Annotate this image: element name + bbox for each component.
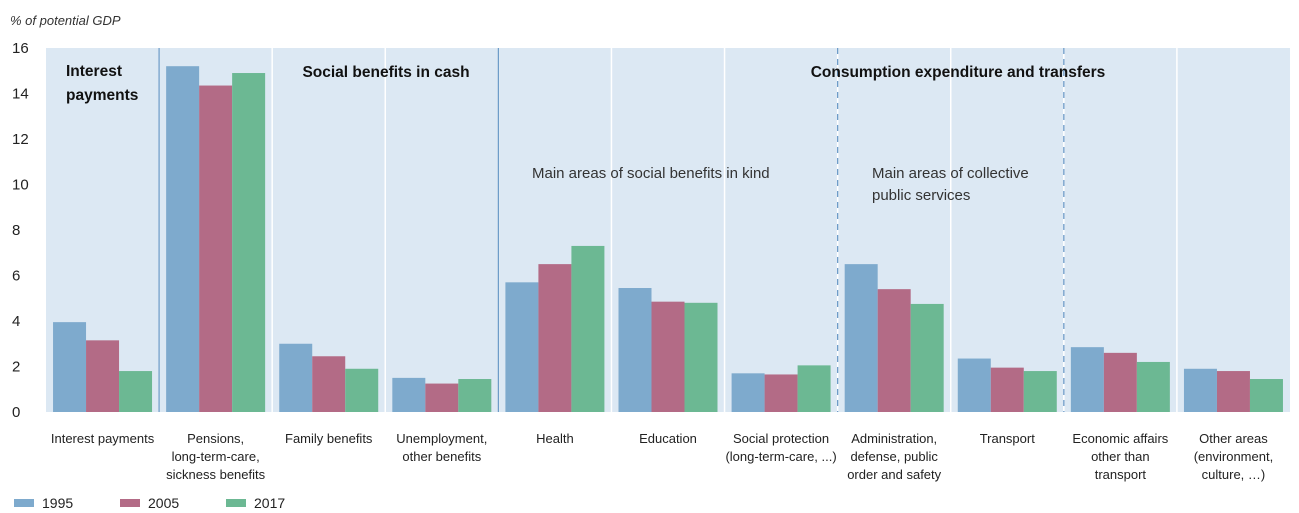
x-tick-label: Education (639, 431, 697, 446)
x-tick-label: Social protection (long-term-care, ...) (725, 431, 836, 464)
x-tick-label: Family benefits (285, 431, 373, 446)
bar-2005 (425, 383, 459, 412)
x-tick-label: Interest payments (51, 431, 155, 446)
legend-label-1995: 1995 (42, 495, 74, 511)
bar-2017 (684, 302, 718, 412)
bar-1995 (618, 288, 652, 412)
legend: 1995 2005 2017 (14, 495, 332, 511)
bar-1995 (731, 373, 765, 412)
bar-1995 (1070, 347, 1104, 412)
bar-2005 (990, 367, 1024, 412)
bar-2017 (910, 303, 944, 412)
annotation: Main areas of social benefits in kind (532, 165, 770, 182)
bar-1995 (1183, 368, 1217, 412)
y-tick-label: 4 (12, 313, 20, 330)
legend-swatch-2005 (120, 499, 140, 507)
bar-2017 (119, 371, 153, 412)
bar-chart: 0 2 4 6 8 10 12 14 16 Interest payments Pensions, l… (12, 40, 1290, 482)
x-tick-label: Unemployment, other benefits (396, 431, 487, 464)
bar-2005 (86, 340, 120, 412)
y-tick-label: 12 (12, 131, 29, 148)
legend-swatch-1995 (14, 499, 34, 507)
bar-2005 (764, 374, 798, 412)
bar-2017 (1023, 371, 1057, 412)
bar-2005 (877, 289, 911, 412)
annotation: Main areas of collective public services (872, 165, 1029, 204)
legend-label-2005: 2005 (148, 495, 180, 511)
bar-2017 (571, 245, 605, 412)
bar-1995 (844, 264, 878, 412)
y-tick-label: 6 (12, 268, 20, 285)
bar-1995 (957, 358, 991, 412)
bar-2005 (651, 301, 685, 412)
bar-2005 (538, 264, 572, 412)
y-tick-label: 16 (12, 40, 29, 57)
y-tick-label: 10 (12, 177, 29, 194)
bar-2017 (1136, 361, 1170, 412)
x-tick-label: Other areas (environment, culture, …) (1194, 431, 1273, 482)
y-tick-label: 8 (12, 222, 20, 239)
group-title: Social benefits in cash (302, 64, 469, 81)
bar-1995 (505, 282, 539, 412)
legend-swatch-2017 (226, 499, 246, 507)
bar-2017 (345, 368, 379, 412)
y-tick-label: 2 (12, 359, 20, 376)
x-tick-label: Health (536, 431, 574, 446)
legend-item-2005: 2005 (120, 495, 226, 511)
x-tick-label: Administration, defense, public order and … (847, 431, 941, 482)
x-tick-label: Pensions, long-term-care, sickness benefit… (166, 431, 265, 482)
bar-2017 (458, 379, 492, 412)
y-axis-label: % of potential GDP (10, 13, 121, 28)
bar-2005 (199, 85, 233, 412)
y-tick-label: 14 (12, 86, 29, 103)
bar-2017 (797, 365, 831, 412)
bar-2005 (1216, 371, 1250, 412)
bar-1995 (166, 66, 200, 412)
bar-1995 (279, 343, 313, 412)
bar-2017 (232, 73, 266, 413)
legend-item-2017: 2017 (226, 495, 332, 511)
bar-2005 (1103, 352, 1137, 412)
legend-item-1995: 1995 (14, 495, 120, 511)
bar-1995 (392, 377, 426, 412)
group-title: Interest payments (66, 63, 138, 104)
y-tick-label: 0 (12, 404, 20, 421)
legend-label-2017: 2017 (254, 495, 286, 511)
bar-1995 (53, 322, 87, 412)
group-title: Consumption expenditure and transfers (811, 64, 1106, 81)
bar-2005 (312, 356, 346, 412)
x-tick-label: Economic affairs other than transport (1072, 431, 1168, 482)
bar-2017 (1249, 379, 1283, 412)
x-tick-label: Transport (980, 431, 1036, 446)
